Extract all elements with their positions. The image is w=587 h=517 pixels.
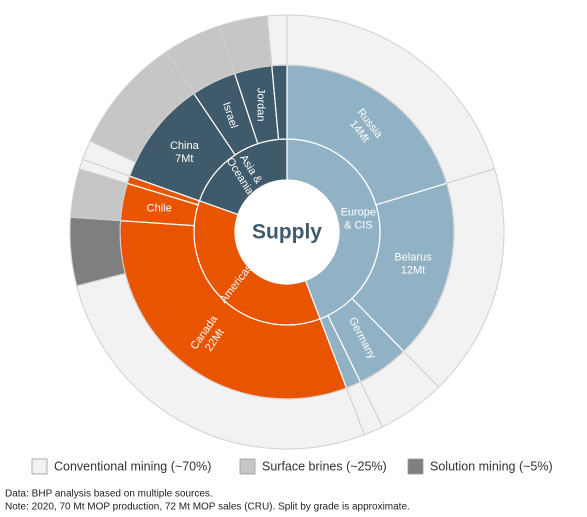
center-label: Supply [252, 221, 322, 244]
country-label: Jordan [255, 88, 267, 122]
country-label-line: 7Mt [175, 153, 193, 165]
note: Note: 2020, 70 Mt MOP production, 72 Mt … [5, 502, 410, 513]
country-label-line: Belarus [394, 252, 432, 264]
region-label-line: & CIS [344, 219, 373, 231]
region-label-line: Europe [341, 206, 376, 218]
country-label-line: China [170, 140, 200, 152]
center-hole [235, 180, 339, 284]
country-label: Belarus 12Mt [394, 252, 432, 277]
legend-label: Surface brines (~25%) [262, 459, 387, 473]
region-label: Europe & CIS [341, 206, 376, 231]
country-label-line: 12Mt [401, 265, 425, 277]
legend: Conventional mining (~70%) Surface brines… [31, 458, 553, 475]
note: Data: BHP analysis based on multiple sou… [5, 489, 213, 500]
grade-segment [69, 216, 126, 287]
legend-label: Solution mining (~5%) [430, 459, 553, 473]
legend-swatch [407, 458, 424, 475]
country-label: China 7Mt [170, 140, 200, 165]
country-label-line: Chile [147, 202, 172, 214]
legend-swatch [31, 458, 48, 475]
legend-label: Conventional mining (~70%) [54, 459, 211, 473]
legend-swatch [239, 458, 256, 475]
country-label: Chile [147, 202, 172, 214]
country-label-line: Jordan [255, 88, 267, 122]
